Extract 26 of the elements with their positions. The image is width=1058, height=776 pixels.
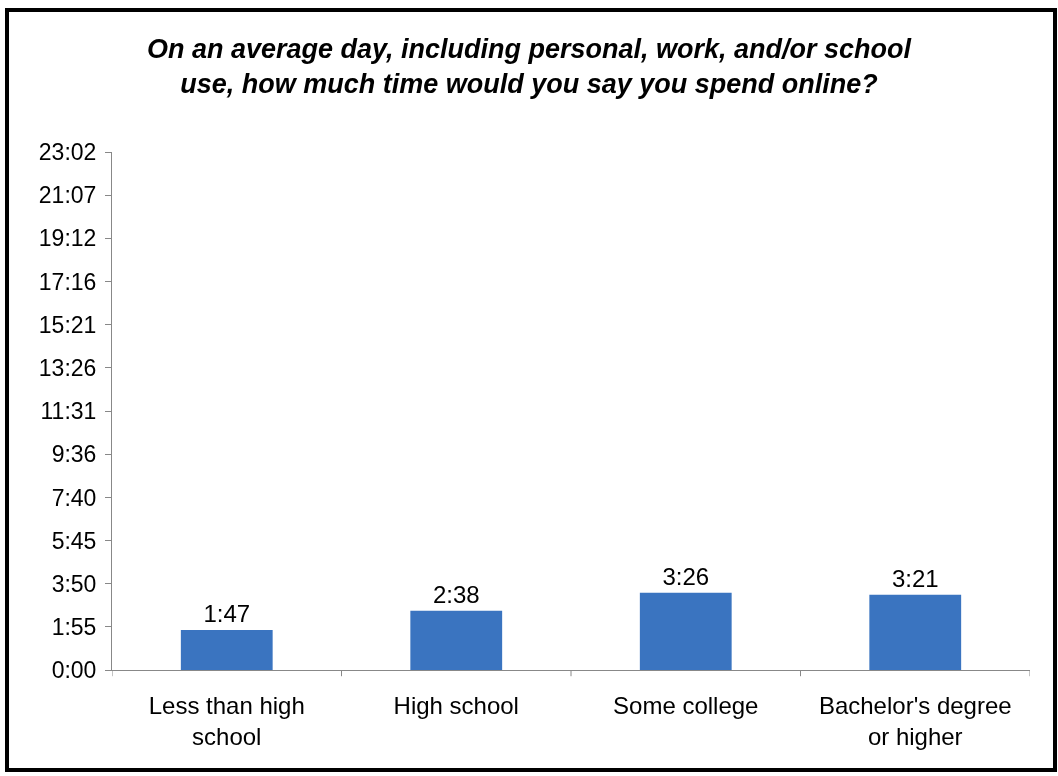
y-tick-label: 9:36 [51,441,97,468]
y-tick-label: 7:40 [51,484,97,511]
x-tick-label: Less than high school [148,691,305,750]
bar [869,594,962,670]
y-tick-label: 1:55 [51,613,97,640]
y-tick-label: 5:45 [51,527,97,554]
x-tick-label: Bachelor's degree or higher [818,691,1012,750]
y-tick-label: 23:02 [38,139,97,166]
y-tick-label: 19:12 [38,225,97,252]
data-label: 2:38 [432,580,480,608]
data-label: 3:21 [891,564,939,592]
y-tick-label: 11:31 [40,398,97,425]
data-label: 1:47 [203,599,251,627]
y-tick-label: 0:00 [51,657,97,684]
x-tick-label: Some college [613,691,759,719]
y-tick-label: 15:21 [38,311,97,338]
y-tick-label: 13:26 [38,354,97,381]
y-tick-label: 17:16 [38,268,97,295]
bar [180,629,273,670]
y-tick-label: 21:07 [38,182,97,209]
bar [410,610,503,670]
y-tick-label: 3:50 [51,570,97,597]
x-tick-label: High school [393,691,519,719]
chart-title: On an average day, including personal, work, and/or school use, how much time would you say you spend online? [146,34,912,100]
bar [639,592,732,670]
data-label: 3:26 [662,562,710,590]
